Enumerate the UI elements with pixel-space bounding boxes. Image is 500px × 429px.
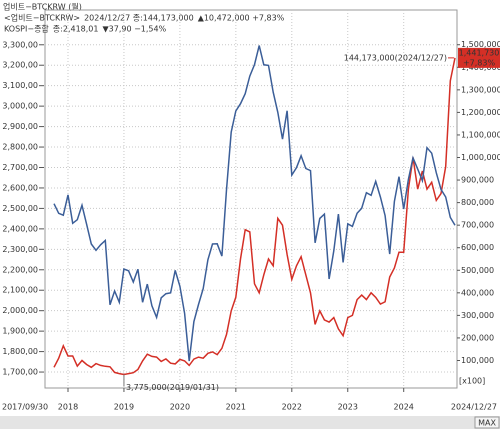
y2-tick-label: 100,000 [461, 356, 494, 365]
y-tick-label: 2,800,00 [2, 143, 38, 152]
scrollbar[interactable] [0, 416, 500, 429]
y2-tick-label: 300,000 [461, 311, 494, 320]
y2-tick-label: 700,000 [461, 221, 494, 230]
legend-change: ▼37,90 −1,54% [102, 25, 166, 34]
zoom-label[interactable]: MAX [478, 419, 496, 428]
y2-tick-label: 200,000 [461, 333, 494, 342]
x-tick-label: 2018 [58, 403, 78, 412]
series-line [53, 45, 456, 362]
y2-tick-label: 1,300,000 [461, 85, 500, 94]
y2-unit: [x100] [459, 377, 485, 386]
y2-tick-label: 400,000 [461, 288, 494, 297]
x-tick-label: 2024 [394, 403, 414, 412]
x-tick-label: 2023 [338, 403, 358, 412]
y-tick-label: 1,900,00 [2, 327, 38, 336]
legend-name: <업비트−BTCKRW> [4, 14, 80, 23]
legend-detail: 2024/12/27 종:144,173,000 [84, 14, 194, 23]
y-tick-label: 1,700,00 [2, 368, 38, 377]
last-value-box [458, 47, 500, 68]
y-tick-label: 2,500,00 [2, 204, 38, 213]
y-tick-label: 3,200,00 [2, 61, 38, 70]
y2-tick-label: 1,500,000 [461, 40, 500, 49]
last-change-label: +7,83% [463, 58, 496, 67]
y2-tick-label: 1,000,000 [461, 153, 500, 162]
y-tick-label: 3,000,00 [2, 102, 38, 111]
x-tick-label: 2022 [282, 403, 302, 412]
plot-frame [44, 9, 458, 389]
y-tick-label: 2,000,00 [2, 306, 38, 315]
legend-change: ▲10,472,000 +7,83% [198, 14, 285, 23]
y-tick-label: 2,400,00 [2, 224, 38, 233]
zoom-button[interactable] [474, 416, 500, 429]
y2-tick-label: 600,000 [461, 243, 494, 252]
y-tick-label: 1,800,00 [2, 347, 38, 356]
window-title: 업비트−BTCKRW (월) [3, 2, 82, 12]
y-tick-label: 2,300,00 [2, 245, 38, 254]
annotation: 3,775,000(2019/01/31) [126, 383, 219, 392]
y-tick-label: 2,600,00 [2, 183, 38, 192]
y-tick-label: 2,700,00 [2, 163, 38, 172]
y-tick-label: 2,100,00 [2, 286, 38, 295]
y2-tick-label: 1,100,000 [461, 130, 500, 139]
y2-tick-label: 500,000 [461, 266, 494, 275]
y2-tick-label: 900,000 [461, 176, 494, 185]
x-tick-label: 2019 [114, 403, 134, 412]
y2-tick-label: 800,000 [461, 198, 494, 207]
x-end-label: 2024/12/27 [451, 403, 497, 412]
x-tick-label: 2021 [226, 403, 246, 412]
y-tick-label: 3,100,00 [2, 81, 38, 90]
legend-detail: 종:2,418,01 [53, 25, 99, 34]
y2-tick-label: 1,200,000 [461, 108, 500, 117]
x-tick-label: 2020 [170, 403, 190, 412]
x-start-label: 2017/09/30 [2, 403, 48, 412]
series-line [53, 57, 456, 376]
y-tick-label: 3,300,00 [2, 40, 38, 49]
y-tick-label: 2,200,00 [2, 265, 38, 274]
annotation: 144,173,000(2024/12/27) [344, 53, 447, 62]
last-value-label: 1,441,730 [459, 48, 500, 57]
legend-name: KOSPI−종합 [4, 25, 49, 34]
y-tick-label: 2,900,00 [2, 122, 38, 131]
